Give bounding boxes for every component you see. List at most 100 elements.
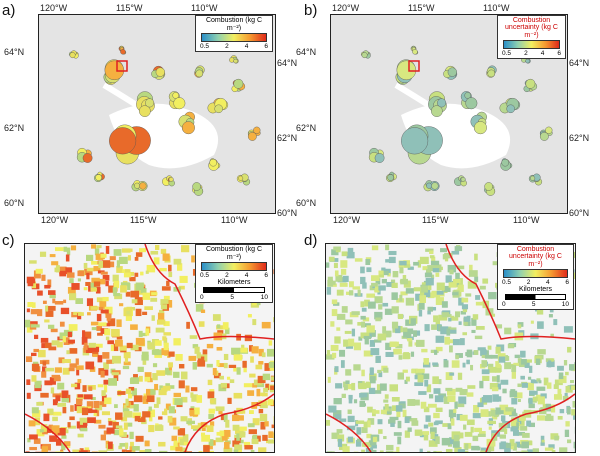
axis-tick-label: 110°W (483, 3, 510, 13)
burn-pixel (333, 410, 342, 418)
burn-pixel (327, 376, 331, 383)
burn-pixel (178, 285, 185, 290)
burn-pixel (328, 405, 337, 413)
burn-pixel (39, 251, 47, 257)
burn-pixel (536, 309, 544, 315)
burn-pixel (553, 384, 559, 390)
burn-pixel (446, 328, 451, 336)
burn-pixel (488, 366, 496, 373)
burn-scar (525, 78, 536, 89)
burn-pixel (385, 342, 392, 351)
burn-pixel (334, 336, 341, 344)
tick: 6 (264, 43, 268, 50)
burn-pixel (106, 359, 114, 364)
burn-pixel (497, 363, 501, 368)
burn-pixel (456, 413, 463, 421)
burn-pixel (107, 441, 113, 449)
burn-pixel (407, 427, 412, 432)
tick: 0.5 (502, 279, 512, 286)
burn-scar (139, 105, 151, 117)
burn-pixel (75, 358, 79, 365)
burn-pixel (453, 408, 457, 413)
burn-pixel (385, 330, 392, 337)
burn-pixel (206, 363, 213, 368)
burn-pixel (100, 370, 105, 378)
burn-pixel (128, 386, 135, 391)
burn-pixel (460, 310, 466, 315)
burn-pixel (523, 359, 532, 363)
burn-pixel (472, 435, 479, 442)
burn-pixel (80, 427, 88, 432)
burn-pixel (491, 384, 496, 389)
burn-pixel (232, 424, 240, 431)
uncertainty-legend-d: Combustion uncertainty (kg C m⁻²) 0.5 2 4 6… (497, 244, 574, 310)
burn-pixel (86, 401, 94, 409)
tick: 10 (260, 294, 268, 301)
burn-pixel (370, 348, 380, 356)
burn-pixel (361, 307, 367, 312)
burn-pixel (459, 432, 464, 439)
burn-pixel (154, 425, 164, 431)
burn-pixel (528, 397, 533, 404)
burn-pixel (548, 314, 553, 318)
burn-pixel (236, 433, 240, 441)
burn-pixel (26, 379, 31, 385)
burn-pixel (261, 352, 266, 358)
burn-pixel (388, 250, 397, 256)
burn-pixel (102, 296, 109, 302)
burn-pixel (255, 364, 263, 370)
burn-pixel (536, 415, 545, 421)
burn-pixel (91, 346, 100, 352)
burn-pixel (33, 348, 39, 353)
burn-pixel (348, 338, 355, 347)
burn-pixel (70, 405, 74, 412)
burn-pixel (101, 390, 106, 397)
burn-pixel (127, 255, 131, 261)
burn-pixel (326, 262, 330, 268)
burn-pixel (529, 390, 538, 395)
burn-pixel (326, 287, 332, 295)
burn-pixel (259, 413, 268, 422)
burn-pixel (419, 295, 427, 303)
burn-pixel (103, 384, 108, 393)
burn-pixel (343, 384, 348, 391)
burn-pixel (29, 434, 38, 440)
burn-pixel (26, 308, 30, 313)
burn-pixel (532, 448, 540, 452)
burn-pixel (361, 369, 365, 377)
burn-pixel (82, 422, 88, 426)
burn-pixel (61, 442, 66, 451)
burn-pixel (168, 264, 172, 272)
burn-pixel (490, 313, 496, 317)
burn-pixel (507, 343, 515, 349)
burn-pixel (77, 312, 84, 316)
burn-pixel (371, 282, 378, 287)
burn-pixel (481, 396, 489, 403)
burn-pixel (243, 441, 251, 447)
burn-pixel (136, 290, 146, 295)
burn-pixel (123, 361, 131, 366)
burn-pixel (98, 306, 104, 311)
burn-pixel (42, 361, 47, 366)
burn-pixel (388, 256, 396, 264)
burn-pixel (511, 364, 517, 372)
burn-pixel (71, 283, 80, 290)
burn-pixel (361, 449, 365, 452)
burn-pixel (258, 408, 264, 414)
burn-pixel (86, 254, 94, 261)
burn-pixel (212, 314, 221, 321)
burn-pixel (86, 345, 94, 354)
burn-pixel (240, 347, 248, 353)
burn-pixel (517, 398, 521, 403)
burn-pixel (75, 365, 84, 370)
burn-pixel (475, 295, 481, 300)
burn-pixel (159, 267, 167, 272)
burn-pixel (372, 410, 380, 414)
burn-scar (247, 132, 257, 141)
burn-pixel (472, 314, 479, 320)
burn-scar (233, 78, 244, 89)
burn-pixel (353, 399, 358, 404)
burn-pixel (463, 424, 467, 430)
burn-pixel (52, 416, 58, 422)
burn-pixel (451, 360, 460, 368)
